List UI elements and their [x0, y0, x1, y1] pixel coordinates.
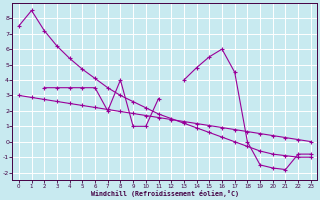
X-axis label: Windchill (Refroidissement éolien,°C): Windchill (Refroidissement éolien,°C): [91, 190, 239, 197]
